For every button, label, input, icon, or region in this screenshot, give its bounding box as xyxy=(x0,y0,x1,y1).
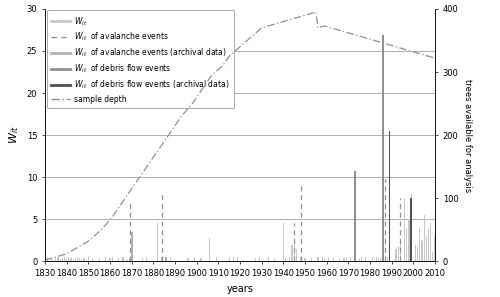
Bar xyxy=(289,257,290,261)
Y-axis label: trees available for analysis: trees available for analysis xyxy=(464,78,472,192)
Bar xyxy=(406,228,407,261)
Bar xyxy=(254,258,256,261)
Bar xyxy=(346,258,347,261)
Bar xyxy=(415,244,416,261)
Bar xyxy=(294,244,295,261)
Bar xyxy=(382,35,384,261)
Bar xyxy=(62,258,63,261)
Bar xyxy=(410,198,412,261)
Bar xyxy=(398,246,399,261)
Bar xyxy=(408,219,410,261)
Bar xyxy=(228,257,230,261)
Bar xyxy=(98,258,100,261)
Bar xyxy=(350,257,351,261)
Bar xyxy=(46,257,48,261)
Bar xyxy=(304,258,306,261)
Bar xyxy=(146,257,148,261)
Bar xyxy=(417,246,418,261)
Bar xyxy=(311,258,312,261)
Bar xyxy=(380,258,382,261)
Bar xyxy=(79,258,80,261)
Bar xyxy=(118,258,120,261)
Bar xyxy=(296,249,297,261)
Bar xyxy=(68,257,70,261)
Bar xyxy=(328,257,330,261)
Legend: $W_{it}$, $W_{it}$  of avalanche events, $W_{it}$  of avalanche events (archival: $W_{it}$, $W_{it}$ of avalanche events, … xyxy=(46,10,234,108)
Bar xyxy=(60,259,61,261)
Bar xyxy=(88,257,89,261)
Bar xyxy=(131,257,132,261)
Bar xyxy=(194,257,195,261)
Bar xyxy=(404,198,406,261)
Bar xyxy=(432,252,434,261)
Bar xyxy=(92,259,94,261)
Bar xyxy=(209,238,210,261)
Bar xyxy=(428,228,429,261)
Bar xyxy=(410,194,412,261)
Bar xyxy=(386,257,388,261)
Bar xyxy=(376,257,377,261)
Bar xyxy=(200,258,202,261)
Bar xyxy=(142,258,143,261)
Bar xyxy=(72,259,74,261)
Bar xyxy=(400,240,401,261)
Bar xyxy=(131,232,132,261)
Bar xyxy=(434,236,436,261)
Bar xyxy=(112,257,113,261)
Bar xyxy=(166,257,167,261)
Bar xyxy=(259,257,260,261)
Bar xyxy=(424,215,425,261)
Bar xyxy=(74,258,76,261)
Bar xyxy=(378,258,380,261)
Bar xyxy=(233,257,234,261)
Bar xyxy=(64,257,65,261)
Bar xyxy=(77,257,78,261)
Bar xyxy=(55,258,56,261)
Bar xyxy=(268,257,269,261)
Bar xyxy=(324,258,325,261)
X-axis label: years: years xyxy=(226,284,254,293)
Bar xyxy=(51,259,52,261)
Bar xyxy=(285,258,286,261)
Bar xyxy=(129,258,130,261)
Bar xyxy=(157,224,158,261)
Bar xyxy=(372,257,373,261)
Bar xyxy=(170,257,172,261)
Bar xyxy=(216,257,217,261)
Bar xyxy=(122,257,124,261)
Y-axis label: $W_{it}$: $W_{it}$ xyxy=(8,126,21,144)
Bar xyxy=(237,257,238,261)
Bar xyxy=(274,258,276,261)
Bar xyxy=(388,131,390,261)
Bar xyxy=(300,257,302,261)
Bar xyxy=(332,258,334,261)
Bar xyxy=(354,171,356,261)
Bar xyxy=(358,258,360,261)
Bar xyxy=(360,257,362,261)
Bar xyxy=(419,228,420,261)
Bar xyxy=(105,257,106,261)
Bar xyxy=(430,224,432,261)
Bar xyxy=(66,258,68,261)
Bar xyxy=(81,259,82,261)
Bar xyxy=(70,258,72,261)
Bar xyxy=(322,257,323,261)
Bar xyxy=(282,224,284,261)
Bar xyxy=(339,258,340,261)
Bar xyxy=(426,236,427,261)
Bar xyxy=(126,259,128,261)
Bar xyxy=(365,257,366,261)
